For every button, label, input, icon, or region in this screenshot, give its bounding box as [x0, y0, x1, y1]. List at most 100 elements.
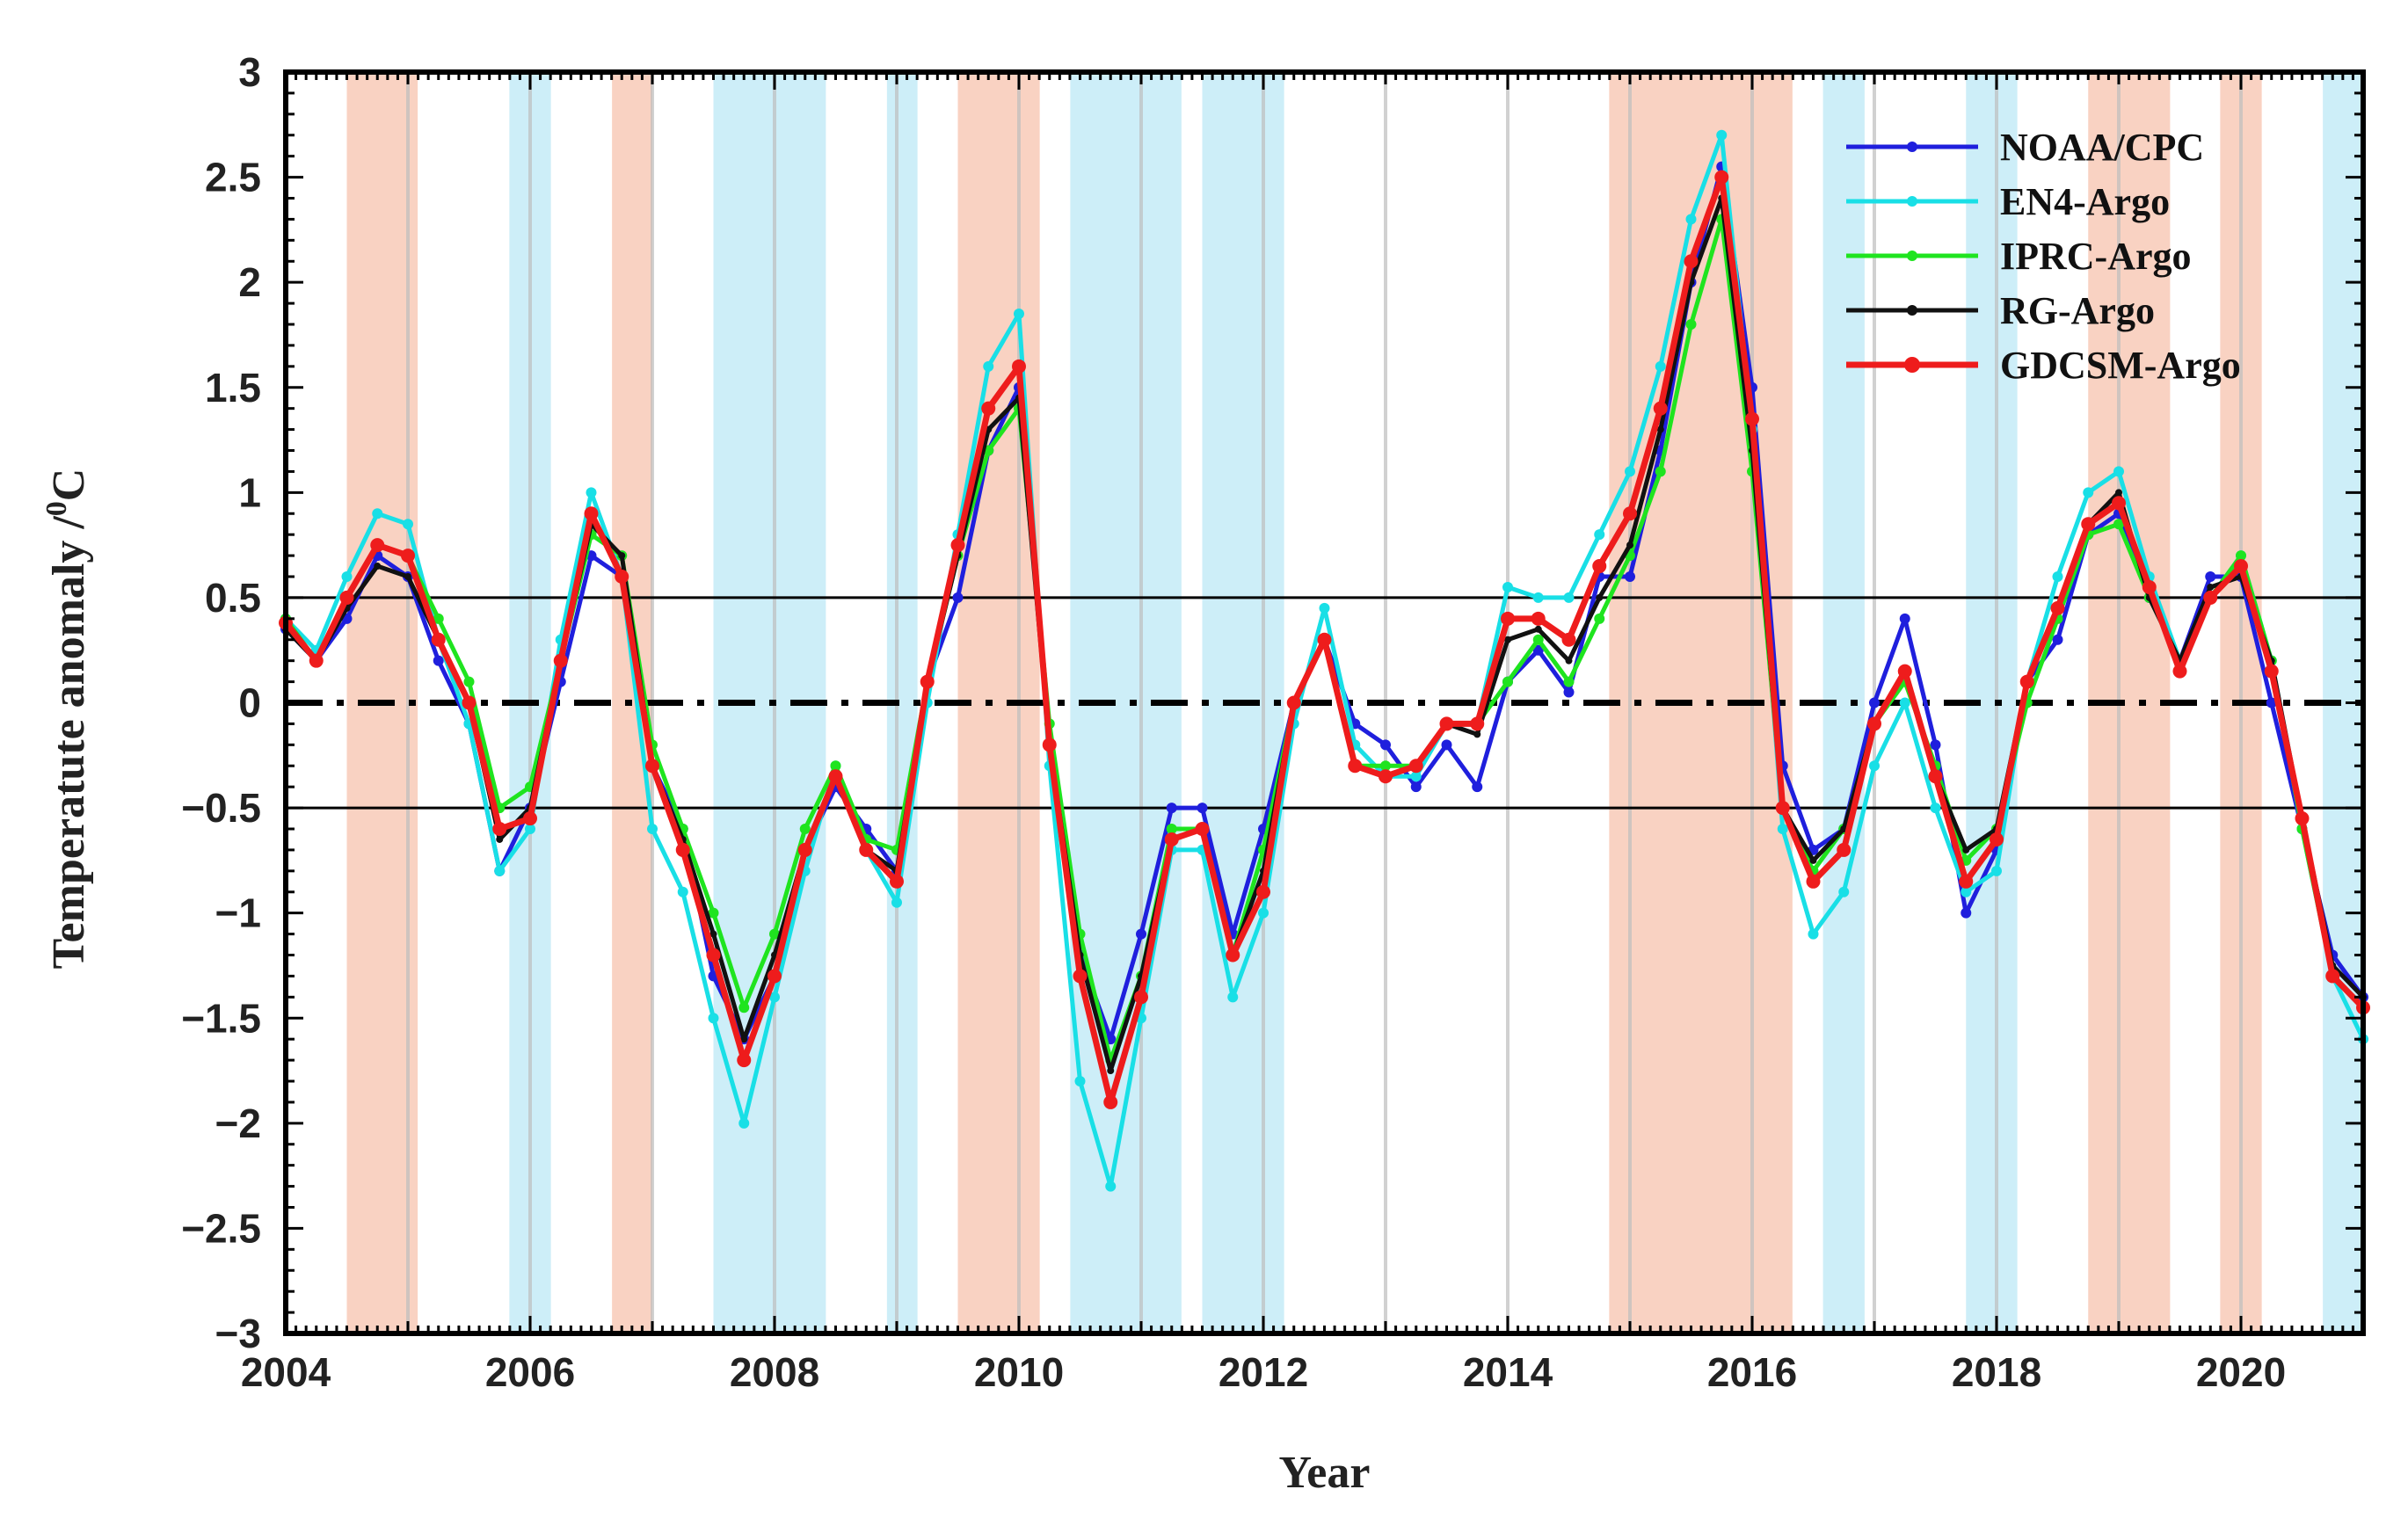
legend-swatch-marker [1907, 196, 1917, 207]
point-en4-argo-16 [769, 992, 780, 1003]
point-en4-argo-2 [341, 571, 353, 582]
point-gdcsm-argo-57 [2019, 674, 2034, 689]
point-gdcsm-argo-45 [1653, 401, 1668, 416]
point-noaa-cpc-28 [1136, 928, 1146, 940]
point-en4-argo-4 [403, 519, 413, 530]
point-gdcsm-argo-10 [584, 506, 599, 521]
point-rg-argo-55 [1962, 846, 1970, 854]
point-gdcsm-argo-27 [1103, 1094, 1118, 1109]
point-en4-argo-12 [647, 824, 658, 834]
point-en4-argo-14 [708, 1013, 719, 1024]
y-tick-label-10: −2 [215, 1101, 261, 1146]
point-gdcsm-argo-32 [1256, 884, 1270, 899]
y-tick-label-8: −1 [215, 890, 261, 936]
point-gdcsm-argo-33 [1286, 695, 1301, 710]
point-gdcsm-argo-40 [1501, 611, 1515, 626]
point-gdcsm-argo-59 [2081, 517, 2096, 532]
x-tick-label-2004: 2004 [241, 1349, 331, 1395]
point-gdcsm-argo-16 [768, 969, 782, 984]
y-tick-label-9: −1.5 [181, 995, 261, 1041]
point-gdcsm-argo-22 [950, 538, 965, 553]
point-gdcsm-argo-11 [615, 570, 629, 584]
point-rg-argo-7 [496, 835, 504, 843]
point-gdcsm-argo-48 [1745, 411, 1759, 426]
point-rg-argo-60 [2115, 489, 2122, 497]
point-gdcsm-argo-50 [1806, 874, 1821, 889]
point-gdcsm-argo-25 [1042, 737, 1057, 752]
point-gdcsm-argo-15 [737, 1053, 752, 1068]
point-noaa-cpc-22 [952, 592, 964, 603]
point-rg-argo-43 [1596, 593, 1604, 601]
point-gdcsm-argo-55 [1959, 874, 1974, 889]
point-noaa-cpc-53 [1899, 613, 1910, 624]
point-en4-argo-46 [1685, 214, 1697, 225]
legend-item-en4-argo: EN4-Argo [1846, 180, 2170, 223]
point-iprc-argo-16 [769, 928, 780, 940]
point-noaa-cpc-52 [1869, 697, 1880, 708]
point-gdcsm-argo-7 [492, 822, 507, 836]
point-rg-argo-40 [1504, 636, 1511, 643]
point-gdcsm-argo-44 [1623, 506, 1637, 521]
point-noaa-cpc-38 [1441, 739, 1452, 751]
point-gdcsm-argo-58 [2050, 600, 2065, 615]
point-iprc-argo-17 [799, 824, 811, 834]
point-rg-argo-63 [2207, 583, 2215, 591]
legend: NOAA/CPC EN4-Argo IPRC-Argo RG-Argo GDCSM-Ar… [1846, 126, 2241, 387]
point-en4-argo-45 [1655, 360, 1666, 372]
point-iprc-argo-36 [1380, 760, 1391, 772]
point-rg-argo-44 [1626, 541, 1633, 549]
x-tick-label-2016: 2016 [1707, 1349, 1797, 1395]
y-tick-label-2: 2 [238, 259, 261, 305]
axis-ticks [284, 70, 2365, 1335]
axis-tick-labels: 2004 2006 2008 2010 2012 2014 2016 2018 2020 3 2.5… [181, 49, 2286, 1395]
point-noaa-cpc-5 [433, 655, 444, 666]
point-gdcsm-argo-51 [1837, 842, 1851, 857]
point-noaa-cpc-39 [1472, 781, 1483, 793]
y-axis-title: Temperatute anomaly /0C [40, 469, 94, 970]
point-noaa-cpc-30 [1197, 803, 1208, 814]
point-rg-argo-41 [1534, 625, 1542, 633]
point-iprc-argo-15 [738, 1002, 750, 1014]
y-tick-label-7: −0.5 [181, 785, 261, 831]
legend-swatch-marker [1907, 251, 1917, 261]
series-gdcsm-argo [279, 170, 2370, 1109]
legend-label-rg-argo: RG-Argo [2000, 289, 2155, 332]
point-gdcsm-argo-46 [1684, 254, 1699, 269]
legend-swatch-marker [1907, 142, 1917, 152]
legend-swatch-marker [1907, 305, 1917, 316]
x-tick-label-2008: 2008 [730, 1349, 819, 1395]
y-tick-label-5: 0.5 [205, 575, 261, 621]
point-en4-argo-52 [1869, 760, 1880, 772]
x-axis-title: Year [1279, 1448, 1371, 1498]
point-iprc-argo-43 [1594, 613, 1605, 624]
point-gdcsm-argo-41 [1531, 611, 1546, 626]
point-gdcsm-argo-52 [1867, 716, 1881, 731]
point-en4-argo-40 [1502, 581, 1513, 592]
point-en4-argo-26 [1074, 1076, 1086, 1086]
point-gdcsm-argo-2 [339, 590, 354, 605]
point-gdcsm-argo-17 [797, 842, 812, 857]
point-en4-argo-27 [1105, 1181, 1117, 1192]
point-gdcsm-argo-12 [645, 759, 659, 774]
x-tick-label-2006: 2006 [485, 1349, 575, 1395]
point-en4-argo-31 [1227, 992, 1239, 1003]
legend-label-noaa-cpc: NOAA/CPC [2000, 126, 2204, 169]
legend-label-en4-argo: EN4-Argo [2000, 180, 2170, 223]
point-en4-argo-41 [1532, 592, 1544, 603]
point-en4-argo-59 [2083, 487, 2094, 498]
point-gdcsm-argo-21 [920, 674, 935, 689]
point-en4-argo-10 [586, 487, 597, 498]
point-gdcsm-argo-64 [2234, 559, 2248, 574]
point-en4-argo-3 [372, 508, 383, 519]
point-iprc-argo-6 [463, 676, 475, 687]
point-gdcsm-argo-67 [2325, 969, 2340, 984]
point-gdcsm-argo-37 [1408, 759, 1423, 774]
point-rg-argo-27 [1107, 1067, 1115, 1075]
point-iprc-argo-5 [433, 613, 444, 624]
point-gdcsm-argo-66 [2295, 811, 2310, 826]
point-iprc-argo-42 [1563, 676, 1575, 687]
point-en4-argo-56 [1991, 865, 2002, 876]
point-gdcsm-argo-42 [1561, 632, 1576, 647]
point-en4-argo-8 [525, 824, 535, 834]
